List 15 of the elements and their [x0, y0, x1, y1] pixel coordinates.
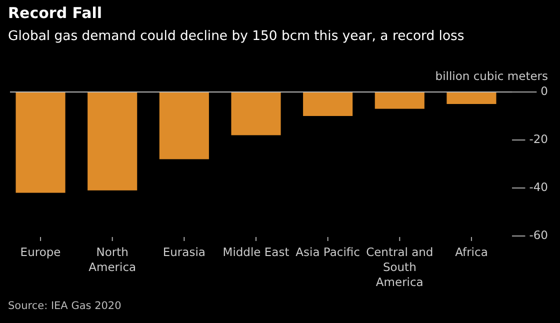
x-tick-label: Central and South America — [366, 245, 434, 289]
x-tick-label: Europe — [20, 245, 61, 259]
y-tick-label: -20 — [529, 132, 548, 146]
x-tick-label: Middle East — [222, 245, 290, 259]
y-tick-label: 0 — [540, 84, 548, 98]
y-tick-label: -40 — [529, 180, 548, 194]
source-note: Source: IEA Gas 2020 — [8, 300, 122, 312]
x-tick-label: North America — [88, 245, 136, 274]
x-tick-label: Eurasia — [162, 245, 206, 259]
chart-subtitle: Global gas demand could decline by 150 bcm this year, a record loss — [8, 29, 464, 44]
chart-title: Record Fall — [8, 4, 102, 22]
y-tick-label: -60 — [529, 228, 548, 242]
x-tick-label: Asia Pacific — [296, 245, 360, 259]
y-axis-title: billion cubic meters — [435, 69, 548, 83]
x-tick-label: Africa — [455, 245, 488, 259]
